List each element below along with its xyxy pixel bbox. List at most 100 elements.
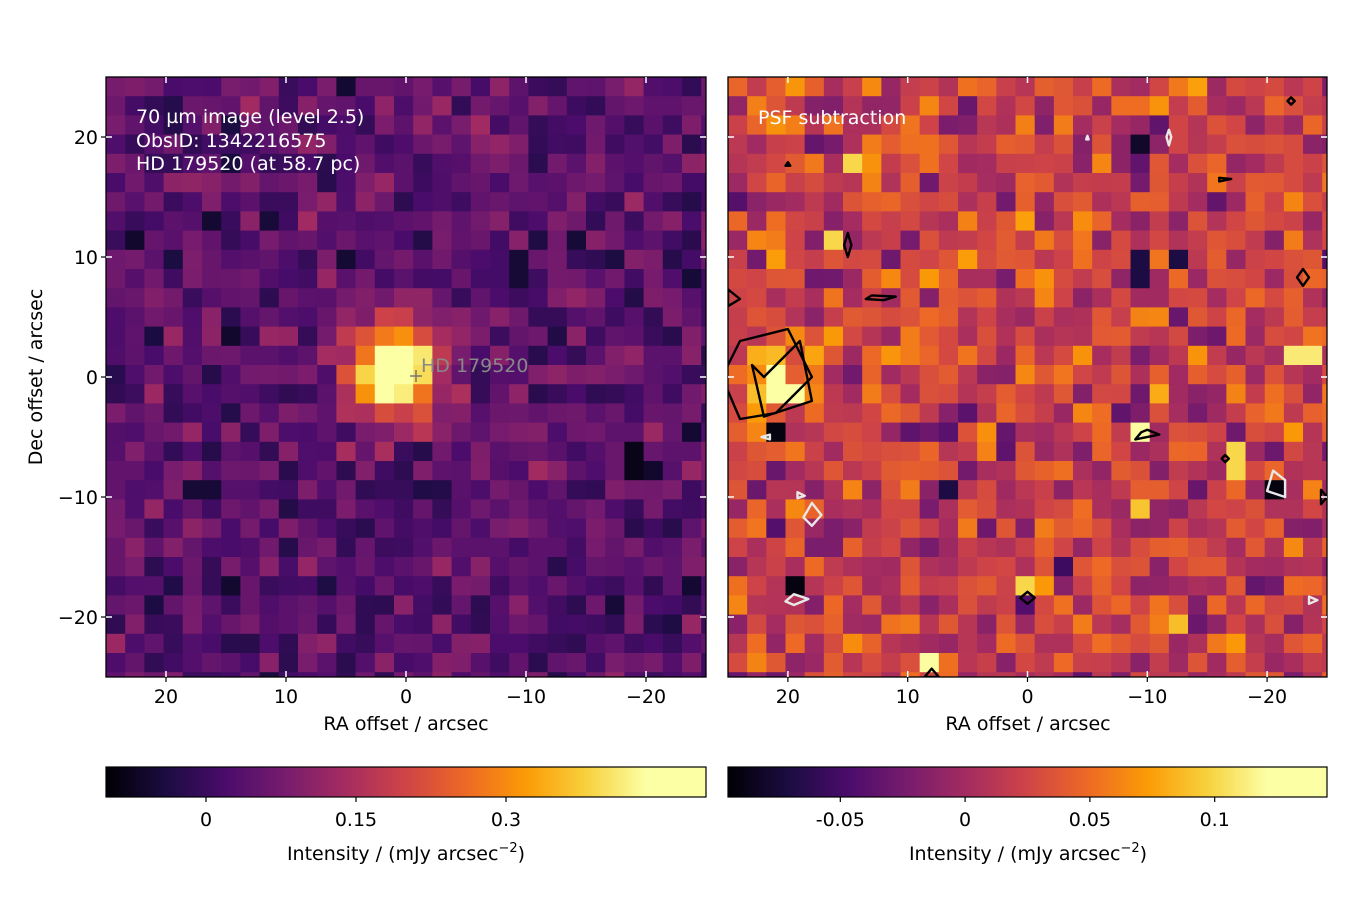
heatmap-pixel: [1264, 345, 1285, 366]
heatmap-pixel: [662, 614, 683, 635]
contour-black: [864, 294, 897, 302]
heatmap-pixel: [1053, 249, 1074, 270]
heatmap-pixel: [643, 557, 664, 577]
heatmap-pixel: [1015, 633, 1036, 654]
heatmap-pixel: [766, 153, 787, 174]
heatmap-pixel: [843, 288, 863, 308]
heatmap-pixel: [862, 115, 882, 136]
heatmap-pixel: [1034, 441, 1055, 462]
heatmap-pixel: [1322, 77, 1327, 97]
heatmap-pixel: [1207, 249, 1227, 270]
heatmap-pixel: [451, 653, 472, 673]
heatmap-pixel: [566, 211, 587, 232]
heatmap-pixel: [202, 633, 222, 654]
heatmap-pixel: [278, 576, 299, 596]
heatmap-pixel: [728, 249, 748, 270]
heatmap-pixel: [509, 326, 529, 347]
heatmap-pixel: [490, 441, 510, 462]
heatmap-pixel: [528, 480, 549, 500]
heatmap-pixel: [566, 557, 587, 577]
heatmap-pixel: [996, 480, 1017, 500]
heatmap-pixel: [470, 633, 491, 654]
heatmap-pixel: [470, 403, 491, 424]
heatmap-pixel: [900, 249, 921, 270]
heatmap-pixel: [996, 77, 1017, 97]
heatmap-pixel: [182, 96, 203, 116]
heatmap-pixel: [1264, 576, 1285, 596]
heatmap-pixel: [144, 557, 165, 577]
heatmap-pixel: [662, 326, 683, 347]
heatmap-pixel: [900, 653, 921, 673]
heatmap-pixel: [977, 480, 997, 500]
heatmap-pixel: [586, 633, 606, 654]
heatmap-pixel: [1092, 653, 1112, 673]
heatmap-pixel: [221, 365, 241, 385]
heatmap-pixel: [996, 614, 1017, 635]
heatmap-pixel: [374, 614, 395, 635]
heatmap-pixel: [125, 499, 145, 520]
heatmap-pixel: [336, 115, 357, 136]
heatmap-pixel: [413, 480, 433, 500]
heatmap-pixel: [919, 537, 940, 558]
heatmap-pixel: [1188, 480, 1208, 500]
heatmap-pixel: [413, 499, 433, 520]
heatmap-pixel: [509, 595, 529, 616]
heatmap-pixel: [1034, 77, 1055, 97]
heatmap-pixel: [1034, 192, 1055, 212]
heatmap-pixel: [106, 422, 126, 443]
heatmap-pixel: [394, 173, 414, 193]
heatmap-pixel: [605, 441, 625, 462]
heatmap-pixel: [785, 441, 806, 462]
heatmap-pixel: [259, 307, 280, 328]
heatmap-pixel: [182, 499, 203, 520]
heatmap-pixel: [374, 134, 395, 155]
heatmap-pixel: [259, 211, 280, 232]
heatmap-pixel: [1149, 211, 1170, 232]
heatmap-pixel: [1207, 365, 1227, 385]
heatmap-pixel: [1015, 576, 1036, 596]
heatmap-pixel: [432, 518, 453, 539]
heatmap-pixel: [1168, 230, 1189, 251]
heatmap-pixel: [1092, 614, 1112, 635]
heatmap-pixel: [823, 557, 844, 577]
heatmap-pixel: [1264, 403, 1285, 424]
heatmap-pixel: [509, 537, 529, 558]
heatmap-pixel: [1226, 173, 1247, 193]
heatmap-pixel: [1092, 96, 1112, 116]
heatmap-pixel: [900, 537, 921, 558]
heatmap-pixel: [958, 134, 978, 155]
heatmap-pixel: [1092, 345, 1112, 366]
heatmap-pixel: [336, 441, 357, 462]
heatmap-pixel: [862, 96, 882, 116]
heatmap-pixel: [586, 115, 606, 136]
colorbar-tick-label: 0.15: [335, 809, 377, 831]
heatmap-pixel: [900, 403, 921, 424]
heatmap-pixel: [1322, 461, 1327, 481]
heatmap-pixel: [1111, 403, 1132, 424]
heatmap-pixel: [336, 365, 357, 385]
heatmap-pixel: [1168, 192, 1189, 212]
heatmap-pixel: [490, 518, 510, 539]
heatmap-pixel: [163, 115, 184, 136]
heatmap-pixel: [278, 269, 299, 289]
heatmap-pixel: [747, 480, 767, 500]
heatmap-pixel: [938, 96, 959, 116]
heatmap-pixel: [298, 269, 318, 289]
heatmap-pixel: [1073, 499, 1093, 520]
heatmap-pixel: [843, 96, 863, 116]
heatmap-pixel: [221, 230, 241, 251]
heatmap-pixel: [240, 403, 261, 424]
heatmap-pixel: [490, 499, 510, 520]
heatmap-pixel: [490, 192, 510, 212]
heatmap-pixel: [1264, 614, 1285, 635]
heatmap-pixel: [182, 249, 203, 270]
heatmap-pixel: [1130, 653, 1151, 673]
heatmap-pixel: [1245, 96, 1266, 116]
heatmap-pixel: [996, 422, 1017, 443]
heatmap-pixel: [586, 461, 606, 481]
heatmap-pixel: [509, 557, 529, 577]
heatmap-pixel: [528, 192, 549, 212]
heatmap-pixel: [355, 211, 376, 232]
heatmap-pixel: [182, 384, 203, 404]
heatmap-pixel: [766, 422, 787, 443]
